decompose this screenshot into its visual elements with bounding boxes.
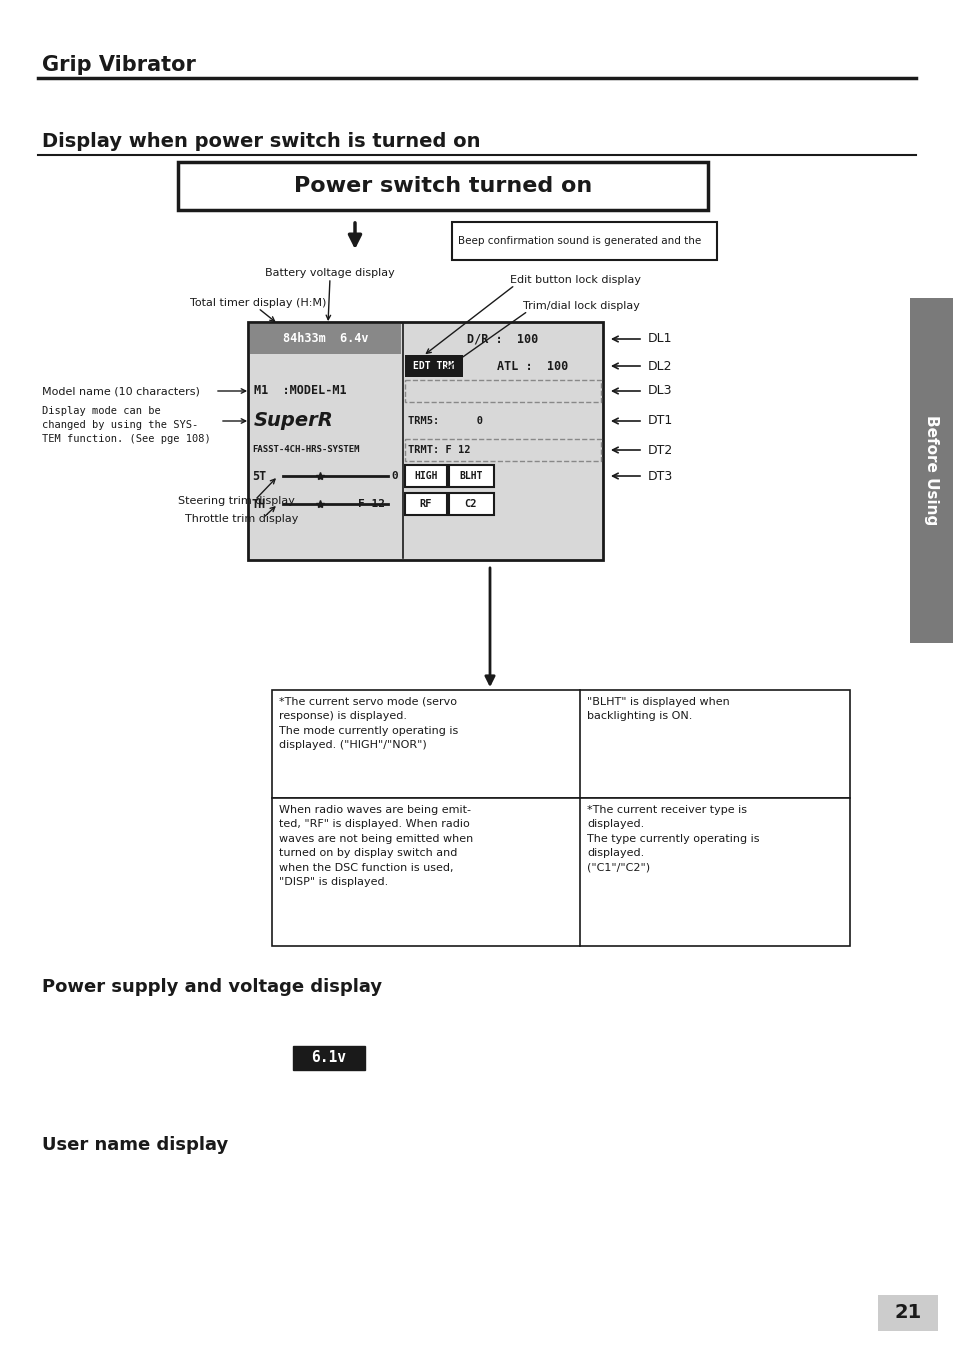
Text: Power switch turned on: Power switch turned on — [294, 177, 592, 195]
Text: User name display: User name display — [42, 1136, 228, 1154]
Text: 5T: 5T — [252, 469, 266, 483]
Text: Trim/dial lock display: Trim/dial lock display — [522, 301, 639, 311]
Text: 21: 21 — [893, 1304, 921, 1322]
Text: C2: C2 — [464, 499, 476, 510]
Text: Battery voltage display: Battery voltage display — [265, 268, 395, 278]
Bar — [909, 298, 953, 643]
Text: M1  :MODEL-M1: M1 :MODEL-M1 — [253, 384, 346, 398]
Text: Power supply and voltage display: Power supply and voltage display — [42, 979, 382, 996]
Bar — [405, 355, 462, 377]
Text: "BLHT" is displayed when
backlighting is ON.: "BLHT" is displayed when backlighting is… — [586, 697, 729, 721]
Text: Model name (10 characters): Model name (10 characters) — [42, 386, 200, 396]
Text: 0: 0 — [391, 470, 397, 481]
Bar — [405, 380, 600, 402]
Text: HIGH: HIGH — [414, 470, 437, 481]
Bar — [405, 439, 600, 461]
Text: D/R :  100: D/R : 100 — [467, 333, 538, 345]
Text: EDT TRM: EDT TRM — [413, 361, 454, 371]
Text: Total timer display (H:M): Total timer display (H:M) — [190, 298, 326, 307]
Text: Display when power switch is turned on: Display when power switch is turned on — [42, 132, 480, 151]
Text: ATL :  100: ATL : 100 — [497, 360, 568, 372]
Text: SuperR: SuperR — [253, 411, 334, 430]
Text: DL3: DL3 — [647, 384, 672, 398]
Bar — [293, 1046, 365, 1070]
Text: DT1: DT1 — [647, 414, 673, 427]
Text: Beep confirmation sound is generated and the: Beep confirmation sound is generated and… — [457, 236, 700, 245]
Text: BLHT: BLHT — [458, 470, 482, 481]
Bar — [272, 690, 849, 798]
Text: 6.1v: 6.1v — [312, 1050, 346, 1065]
Bar — [405, 493, 447, 515]
Bar — [449, 465, 494, 487]
Bar — [178, 162, 707, 210]
Text: TRMT: F 12: TRMT: F 12 — [408, 445, 470, 456]
Text: When radio waves are being emit-
ted, "RF" is displayed. When radio
waves are no: When radio waves are being emit- ted, "R… — [278, 805, 473, 887]
Text: Display mode can be: Display mode can be — [42, 406, 161, 417]
Text: F 12: F 12 — [357, 499, 385, 510]
Text: DL2: DL2 — [647, 360, 672, 372]
Text: FASST-4CH-HRS-SYSTEM: FASST-4CH-HRS-SYSTEM — [252, 445, 359, 454]
Text: RF: RF — [419, 499, 432, 510]
Bar — [248, 322, 602, 559]
Text: Steering trim display: Steering trim display — [178, 496, 294, 506]
Text: DL1: DL1 — [647, 333, 672, 345]
Text: DT2: DT2 — [647, 443, 673, 457]
Bar — [405, 465, 447, 487]
Text: 84h33m  6.4v: 84h33m 6.4v — [282, 333, 368, 345]
Text: Edit button lock display: Edit button lock display — [510, 275, 640, 284]
Text: Throttle trim display: Throttle trim display — [185, 514, 298, 524]
Text: TEM function. (See pge 108): TEM function. (See pge 108) — [42, 434, 211, 443]
Bar — [877, 1295, 937, 1330]
Bar — [250, 324, 400, 355]
Bar — [449, 493, 494, 515]
Text: DT3: DT3 — [647, 469, 673, 483]
Text: TH: TH — [252, 497, 266, 511]
Text: Grip Vibrator: Grip Vibrator — [42, 55, 195, 75]
Text: *The current servo mode (servo
response) is displayed.
The mode currently operat: *The current servo mode (servo response)… — [278, 697, 457, 751]
Text: *The current receiver type is
displayed.
The type currently operating is
display: *The current receiver type is displayed.… — [586, 805, 759, 872]
Bar — [272, 798, 849, 946]
Text: TRM5:      0: TRM5: 0 — [408, 417, 482, 426]
Text: changed by using the SYS-: changed by using the SYS- — [42, 421, 198, 430]
Bar — [452, 222, 717, 260]
Text: Before Using: Before Using — [923, 415, 939, 526]
